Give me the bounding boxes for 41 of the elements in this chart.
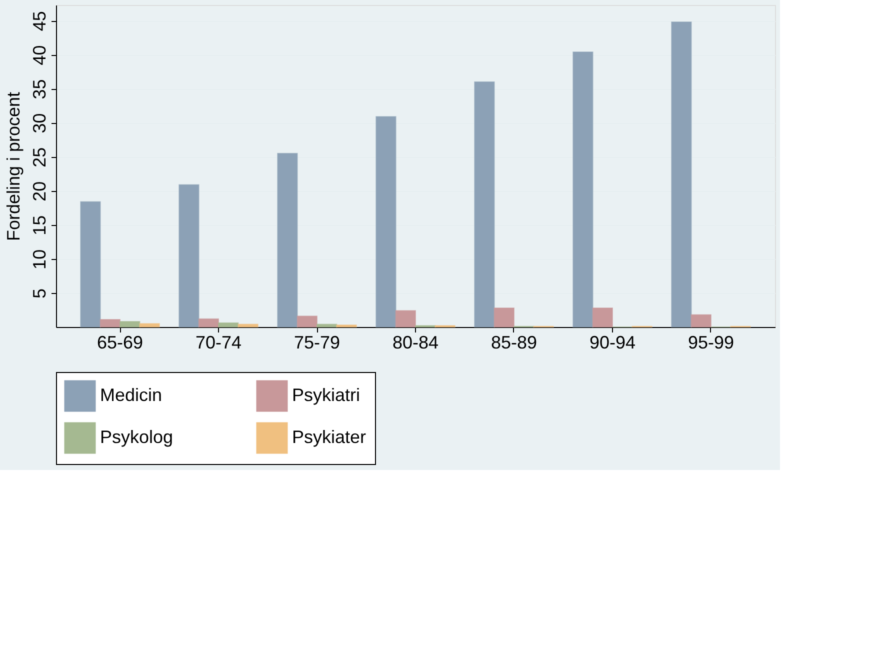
x-tick-label: 95-99 bbox=[688, 332, 734, 352]
bar bbox=[238, 324, 258, 328]
bar bbox=[198, 318, 220, 328]
bar bbox=[474, 81, 495, 328]
y-tick-label: 25 bbox=[30, 147, 50, 168]
bar bbox=[395, 310, 416, 328]
x-tick-label: 90-94 bbox=[589, 332, 636, 352]
y-axis-title: Fordeling i procent bbox=[4, 92, 24, 242]
legend-label: Psykolog bbox=[100, 427, 174, 447]
bar bbox=[178, 184, 200, 328]
x-tick-label: 80-84 bbox=[392, 332, 439, 352]
y-tick-label: 5 bbox=[30, 288, 50, 298]
y-tick-label: 45 bbox=[30, 11, 50, 32]
bar bbox=[218, 322, 239, 328]
bar bbox=[671, 22, 692, 328]
x-tick-label: 65-69 bbox=[96, 332, 144, 352]
y-tick-label: 40 bbox=[30, 45, 50, 66]
bar bbox=[296, 316, 318, 328]
x-tick-label: 85-89 bbox=[490, 332, 538, 352]
x-tick-label: 70-74 bbox=[195, 332, 242, 352]
legend-label: Psykiatri bbox=[292, 385, 360, 405]
y-tick-label: 20 bbox=[30, 181, 50, 202]
x-tick-label: 75-79 bbox=[294, 332, 340, 352]
y-tick-label: 35 bbox=[30, 79, 50, 100]
y-tick-label: 10 bbox=[30, 249, 50, 270]
bar bbox=[277, 152, 298, 328]
bar bbox=[494, 307, 514, 328]
y-tick-label: 15 bbox=[30, 215, 50, 236]
bar bbox=[139, 323, 160, 328]
bar bbox=[80, 201, 101, 328]
bar bbox=[690, 314, 712, 328]
bar bbox=[592, 307, 613, 328]
bar bbox=[120, 321, 140, 328]
bar bbox=[572, 51, 594, 328]
legend-label: Psykiater bbox=[292, 427, 366, 447]
y-tick-label: 30 bbox=[30, 113, 50, 134]
bar bbox=[100, 319, 121, 328]
legend-label: Medicin bbox=[100, 385, 162, 405]
bar bbox=[376, 116, 396, 328]
bar bbox=[336, 324, 357, 328]
bar bbox=[316, 324, 338, 328]
